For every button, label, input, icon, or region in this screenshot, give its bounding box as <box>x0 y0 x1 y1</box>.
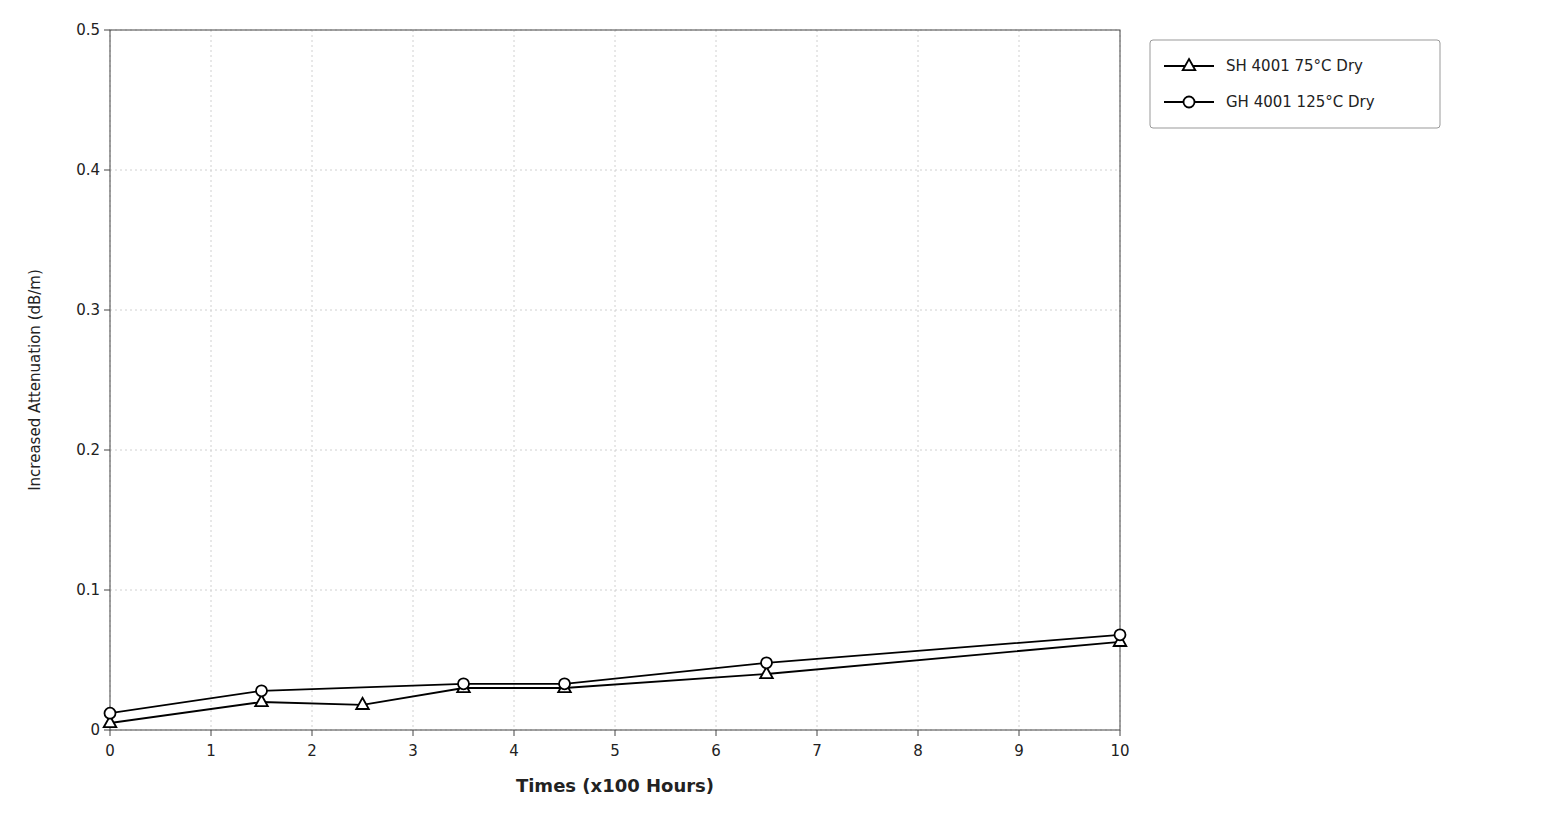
x-tick-label: 0 <box>105 742 115 760</box>
grid-line-y <box>110 170 1120 171</box>
point <box>356 698 369 709</box>
grid-line-x <box>1019 30 1020 730</box>
x-tick <box>514 730 515 736</box>
grid-line-y <box>110 590 1120 591</box>
grid-line-x <box>211 30 212 730</box>
x-tick-label: 1 <box>206 742 216 760</box>
grid-line-y <box>110 310 1120 311</box>
x-tick-label: 3 <box>408 742 418 760</box>
legend: SH 4001 75°C Dry GH 4001 125°C Dry <box>1150 40 1440 128</box>
chart: 0 1 2 3 4 5 6 7 8 9 10 0 0.1 0.2 0.3 0.4 0.5 Times (x100 … <box>0 0 1541 831</box>
y-tick <box>104 30 110 31</box>
x-tick <box>110 730 111 736</box>
x-tick <box>918 730 919 736</box>
series <box>104 635 1127 727</box>
x-axis-label: Times (x100 Hours) <box>516 775 714 796</box>
point <box>559 678 570 689</box>
legend-marker <box>1184 97 1195 108</box>
x-tick-label: 2 <box>307 742 317 760</box>
legend-frame <box>1150 40 1440 128</box>
x-tick <box>817 730 818 736</box>
x-tick <box>1120 730 1121 736</box>
plot-area <box>104 629 1127 727</box>
point <box>1115 629 1126 640</box>
x-tick-label: 7 <box>812 742 822 760</box>
legend-label: SH 4001 75°C Dry <box>1226 57 1363 75</box>
grid-line-x <box>817 30 818 730</box>
x-tick <box>413 730 414 736</box>
y-tick-label: 0.4 <box>76 161 100 179</box>
series-line <box>110 635 1120 713</box>
x-tick-label: 5 <box>610 742 620 760</box>
legend-marker <box>1183 59 1196 70</box>
y-axis-label: Increased Attenuation (dB/m) <box>26 269 44 491</box>
y-tick <box>104 730 110 731</box>
plot-frame <box>110 30 1120 730</box>
series-line <box>110 642 1120 723</box>
x-tick <box>312 730 313 736</box>
legend-label: GH 4001 125°C Dry <box>1226 93 1375 111</box>
y-tick-label: 0.2 <box>76 441 100 459</box>
grid-line-x <box>413 30 414 730</box>
y-tick <box>104 450 110 451</box>
grid <box>110 30 1120 730</box>
y-tick-label: 0 <box>90 721 100 739</box>
grid-line-x <box>716 30 717 730</box>
grid-line-x <box>312 30 313 730</box>
y-tick-label: 0.5 <box>76 21 100 39</box>
grid-line-y <box>110 450 1120 451</box>
x-tick-label: 10 <box>1110 742 1129 760</box>
x-tick-label: 4 <box>509 742 519 760</box>
x-tick <box>716 730 717 736</box>
y-tick-label: 0.1 <box>76 581 100 599</box>
point <box>256 685 267 696</box>
series <box>105 629 1126 718</box>
grid-line-x <box>615 30 616 730</box>
grid-line-x <box>514 30 515 730</box>
point <box>458 678 469 689</box>
x-tick <box>615 730 616 736</box>
x-tick-label: 9 <box>1014 742 1024 760</box>
point <box>105 708 116 719</box>
x-tick <box>1019 730 1020 736</box>
y-tick-label: 0.3 <box>76 301 100 319</box>
x-tick-label: 6 <box>711 742 721 760</box>
grid-line-x <box>918 30 919 730</box>
x-tick-label: 8 <box>913 742 923 760</box>
y-tick <box>104 590 110 591</box>
background <box>0 0 1541 831</box>
axes: 0 1 2 3 4 5 6 7 8 9 10 0 0.1 0.2 0.3 0.4 0.5 <box>76 21 1129 760</box>
point <box>761 657 772 668</box>
y-tick <box>104 310 110 311</box>
y-tick <box>104 170 110 171</box>
x-tick <box>211 730 212 736</box>
